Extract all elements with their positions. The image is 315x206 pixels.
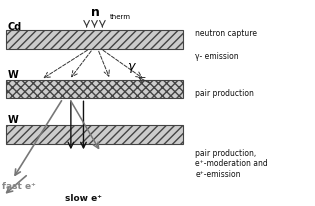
- Text: Cd: Cd: [8, 22, 22, 32]
- Text: γ- emission: γ- emission: [195, 52, 239, 60]
- Text: pair production,
e⁺-moderation and
e⁺-emission: pair production, e⁺-moderation and e⁺-em…: [195, 148, 268, 178]
- Bar: [6, 126, 183, 144]
- Text: W: W: [8, 115, 19, 124]
- Text: $\gamma$: $\gamma$: [127, 61, 137, 75]
- Text: fast e⁺: fast e⁺: [2, 181, 35, 190]
- Text: W: W: [8, 69, 19, 79]
- Text: slow e⁺: slow e⁺: [65, 193, 102, 202]
- Text: $\mathbf{n}$: $\mathbf{n}$: [89, 6, 100, 19]
- Text: neutron capture: neutron capture: [195, 29, 257, 38]
- Text: therm: therm: [110, 14, 131, 19]
- Bar: [6, 31, 183, 49]
- Text: pair production: pair production: [195, 89, 254, 97]
- Bar: [6, 80, 183, 99]
